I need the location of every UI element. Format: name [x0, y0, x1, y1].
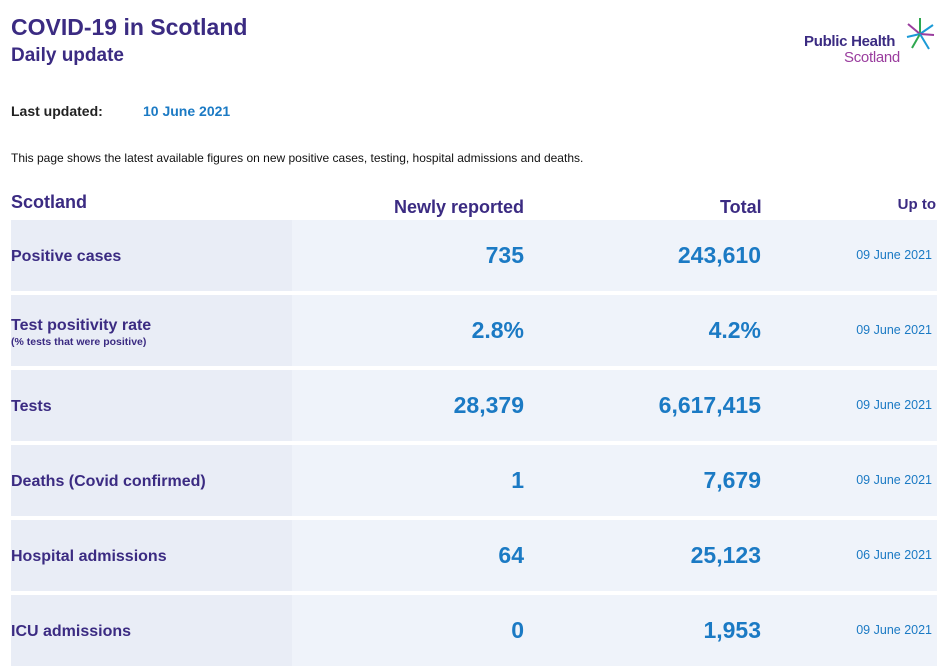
column-header-up-to: Up to [897, 196, 936, 213]
table-row: ICU admissions 0 1,953 09 June 2021 [11, 595, 937, 666]
newly-reported-value: 64 [498, 542, 524, 568]
column-header-total: Total [720, 197, 762, 217]
thistle-icon [906, 18, 935, 50]
table-row: Hospital admissions 64 25,123 06 June 20… [11, 520, 937, 591]
row-name: Positive cases [11, 248, 122, 265]
intro-text: This page shows the latest available fig… [11, 151, 584, 165]
up-to-date: 09 June 2021 [856, 623, 932, 637]
column-header-region: Scotland [11, 192, 88, 212]
newly-reported-value: 28,379 [453, 392, 524, 418]
row-label-cell [11, 220, 292, 291]
last-updated-date: 10 June 2021 [143, 103, 231, 119]
row-label-cell [11, 595, 292, 666]
total-value: 1,953 [703, 617, 761, 643]
up-to-date: 09 June 2021 [856, 248, 932, 262]
public-health-scotland-logo[interactable]: Public Health Scotland [800, 16, 940, 68]
up-to-date: 09 June 2021 [856, 323, 932, 337]
newly-reported-value: 0 [511, 617, 524, 643]
total-value: 4.2% [708, 317, 761, 343]
row-label-cell [11, 445, 292, 516]
newly-reported-value: 1 [511, 467, 524, 493]
row-label-cell [11, 295, 292, 366]
up-to-date: 09 June 2021 [856, 473, 932, 487]
logo-line-1: Public Health [804, 33, 896, 50]
newly-reported-value: 735 [485, 242, 524, 268]
table-row: Test positivity rate (% tests that were … [11, 295, 937, 366]
up-to-date: 06 June 2021 [856, 548, 932, 562]
total-value: 6,617,415 [658, 392, 761, 418]
total-value: 7,679 [703, 467, 761, 493]
newly-reported-value: 2.8% [471, 317, 524, 343]
row-name: ICU admissions [11, 623, 132, 640]
row-name: Test positivity rate [11, 317, 152, 334]
total-value: 25,123 [690, 542, 761, 568]
row-name: Hospital admissions [11, 548, 167, 565]
row-label-cell [11, 370, 292, 441]
row-label-cell [11, 520, 292, 591]
row-note: (% tests that were positive) [11, 336, 147, 348]
table-row: Positive cases 735 243,610 09 June 2021 [11, 220, 937, 291]
up-to-date: 09 June 2021 [856, 398, 932, 412]
page-subtitle: Daily update [11, 45, 124, 66]
row-name: Deaths (Covid confirmed) [11, 473, 206, 490]
total-value: 243,610 [677, 242, 761, 268]
last-updated-label: Last updated: [11, 103, 103, 119]
table-row: Tests 28,379 6,617,415 09 June 2021 [11, 370, 937, 441]
column-header-newly-reported: Newly reported [394, 197, 525, 217]
page-title: COVID-19 in Scotland [11, 14, 248, 40]
table-row: Deaths (Covid confirmed) 1 7,679 09 June… [11, 445, 937, 516]
logo-line-2: Scotland [844, 49, 900, 66]
row-name: Tests [11, 398, 52, 415]
